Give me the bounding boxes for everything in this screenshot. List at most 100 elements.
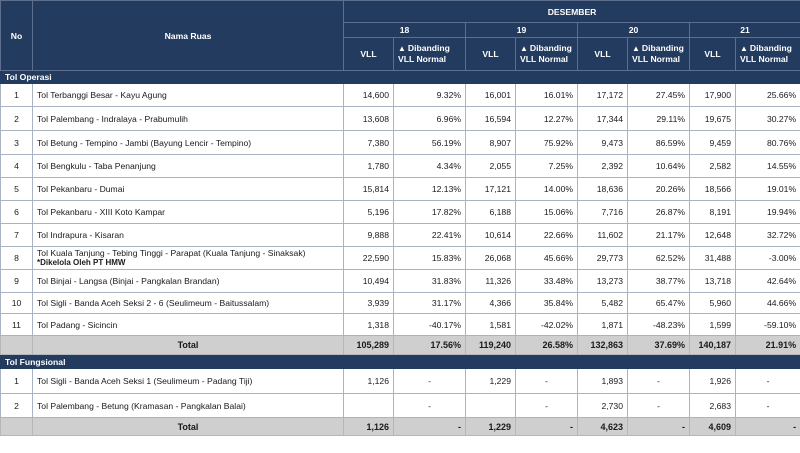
- row-vll-18: 10,494: [343, 269, 394, 293]
- row-pct-21: 19.94%: [734, 200, 800, 224]
- row-vll-20: 11,602: [577, 223, 628, 247]
- row-vll-20: 17,344: [577, 106, 628, 131]
- row-pct-21: 42.64%: [734, 269, 800, 293]
- table-row: 10 Tol Sigli - Banda Aceh Seksi 2 - 6 (Se…: [0, 292, 800, 314]
- row-vll-18: 1,780: [343, 154, 394, 178]
- row-pct-20: -: [627, 368, 690, 394]
- row-pct-19: 35.84%: [515, 292, 578, 314]
- total-label: Total: [32, 335, 344, 355]
- row-pct-20: 26.87%: [627, 200, 690, 224]
- row-pct-21: 30.27%: [734, 106, 800, 131]
- header-vll: VLL: [465, 37, 516, 71]
- row-pct-20: 10.64%: [627, 154, 690, 178]
- row-vll-19: 1,581: [465, 313, 516, 336]
- row-pct-19: 16.01%: [515, 83, 578, 107]
- row-pct-20: 86.59%: [627, 130, 690, 155]
- total-vll-21: 140,187: [689, 335, 736, 355]
- table-row: 8 Tol Kuala Tanjung - Tebing Tinggi - Par…: [0, 246, 800, 270]
- row-name: Tol Pekanbaru - XIII Koto Kampar: [32, 200, 344, 224]
- row-pct-18: 31.17%: [393, 292, 466, 314]
- row-name: Tol Kuala Tanjung - Tebing Tinggi - Para…: [32, 246, 344, 270]
- row-vll-20: 17,172: [577, 83, 628, 107]
- header-dibanding: ▲ Dibanding VLL Normal: [627, 37, 690, 71]
- row-no: 1: [0, 368, 33, 394]
- row-name: Tol Terbanggi Besar - Kayu Agung: [32, 83, 344, 107]
- row-no: 8: [0, 246, 33, 270]
- table-row: 11 Tol Padang - Sicincin 1,318 -40.17% 1,581…: [0, 313, 800, 336]
- row-vll-20: 2,730: [577, 393, 628, 418]
- row-no: 4: [0, 154, 33, 178]
- row-vll-20: 18,636: [577, 177, 628, 201]
- row-vll-21: 8,191: [689, 200, 736, 224]
- row-vll-21: 2,582: [689, 154, 736, 178]
- row-vll-18: 22,590: [343, 246, 394, 270]
- row-pct-20: 29.11%: [627, 106, 690, 131]
- section-header-fungsional: Tol Fungsional: [0, 354, 800, 369]
- row-name: Tol Binjai - Langsa (Binjai - Pangkalan …: [32, 269, 344, 293]
- row-pct-18: -40.17%: [393, 313, 466, 336]
- total-pct-18: 17.56%: [393, 335, 466, 355]
- row-vll-18: 14,600: [343, 83, 394, 107]
- row-pct-20: 20.26%: [627, 177, 690, 201]
- row-pct-18: 22.41%: [393, 223, 466, 247]
- row-name: Tol Palembang - Indralaya - Prabumulih: [32, 106, 344, 131]
- row-pct-19: 14.00%: [515, 177, 578, 201]
- header-dibanding: ▲ Dibanding VLL Normal: [734, 37, 800, 71]
- row-pct-19: 33.48%: [515, 269, 578, 293]
- header-dibanding: ▲ Dibanding VLL Normal: [515, 37, 578, 71]
- row-vll-20: 13,273: [577, 269, 628, 293]
- header-vll: VLL: [343, 37, 394, 71]
- row-pct-19: 7.25%: [515, 154, 578, 178]
- row-vll-21: 18,566: [689, 177, 736, 201]
- row-vll-21: 17,900: [689, 83, 736, 107]
- header-day-19: 19: [465, 22, 578, 38]
- row-vll-18: 9,888: [343, 223, 394, 247]
- total-vll-18: 105,289: [343, 335, 394, 355]
- row-pct-19: -42.02%: [515, 313, 578, 336]
- arrow-up-icon: ▲: [520, 44, 528, 53]
- row-pct-18: 15.83%: [393, 246, 466, 270]
- header-day-20: 20: [577, 22, 690, 38]
- row-vll-21: 2,683: [689, 393, 736, 418]
- row-name: Tol Sigli - Banda Aceh Seksi 1 (Seulimeu…: [32, 368, 344, 394]
- traffic-table: No Nama Ruas DESEMBER 18 19 20 21 VLL ▲ D…: [0, 0, 800, 436]
- row-vll-18: 13,608: [343, 106, 394, 131]
- row-vll-20: 2,392: [577, 154, 628, 178]
- section-header-operasi: Tol Operasi: [0, 70, 800, 84]
- row-vll-21: 31,488: [689, 246, 736, 270]
- header-no: No: [0, 0, 33, 71]
- row-pct-18: 31.83%: [393, 269, 466, 293]
- row-vll-21: 12,648: [689, 223, 736, 247]
- row-pct-20: 21.17%: [627, 223, 690, 247]
- table-row: 1 Tol Terbanggi Besar - Kayu Agung 14,600 9…: [0, 83, 800, 107]
- row-pct-21: 32.72%: [734, 223, 800, 247]
- table-row: 6 Tol Pekanbaru - XIII Koto Kampar 5,196 17…: [0, 200, 800, 224]
- row-no: 3: [0, 130, 33, 155]
- row-vll-19: 1,229: [465, 368, 516, 394]
- row-name: Tol Palembang - Betung (Kramasan - Pangk…: [32, 393, 344, 418]
- table-row: 5 Tol Pekanbaru - Dumai 15,814 12.13% 17,121…: [0, 177, 800, 201]
- row-vll-20: 1,893: [577, 368, 628, 394]
- row-vll-21: 19,675: [689, 106, 736, 131]
- row-vll-18: 1,318: [343, 313, 394, 336]
- table-row: 2 Tol Palembang - Indralaya - Prabumulih 1…: [0, 106, 800, 131]
- header-vll: VLL: [577, 37, 628, 71]
- row-pct-18: 12.13%: [393, 177, 466, 201]
- row-vll-18: 15,814: [343, 177, 394, 201]
- row-name: Tol Pekanbaru - Dumai: [32, 177, 344, 201]
- total-pct-19: 26.58%: [515, 335, 578, 355]
- row-no: 6: [0, 200, 33, 224]
- row-vll-19: 17,121: [465, 177, 516, 201]
- row-pct-21: -: [734, 393, 800, 418]
- row-name: Tol Betung - Tempino - Jambi (Bayung Len…: [32, 130, 344, 155]
- row-pct-21: 44.66%: [734, 292, 800, 314]
- row-vll-20: 9,473: [577, 130, 628, 155]
- total-row-operasi: Total 105,289 17.56% 119,240 26.58% 132,…: [0, 335, 800, 355]
- table-row: 7 Tol Indrapura - Kisaran 9,888 22.41% 10,61…: [0, 223, 800, 247]
- row-pct-19: -: [515, 393, 578, 418]
- total-vll-18: 1,126: [343, 417, 394, 436]
- row-vll-19: 11,326: [465, 269, 516, 293]
- row-vll-20: 7,716: [577, 200, 628, 224]
- table-row: 1 Tol Sigli - Banda Aceh Seksi 1 (Seulime…: [0, 368, 800, 394]
- row-no: 2: [0, 393, 33, 418]
